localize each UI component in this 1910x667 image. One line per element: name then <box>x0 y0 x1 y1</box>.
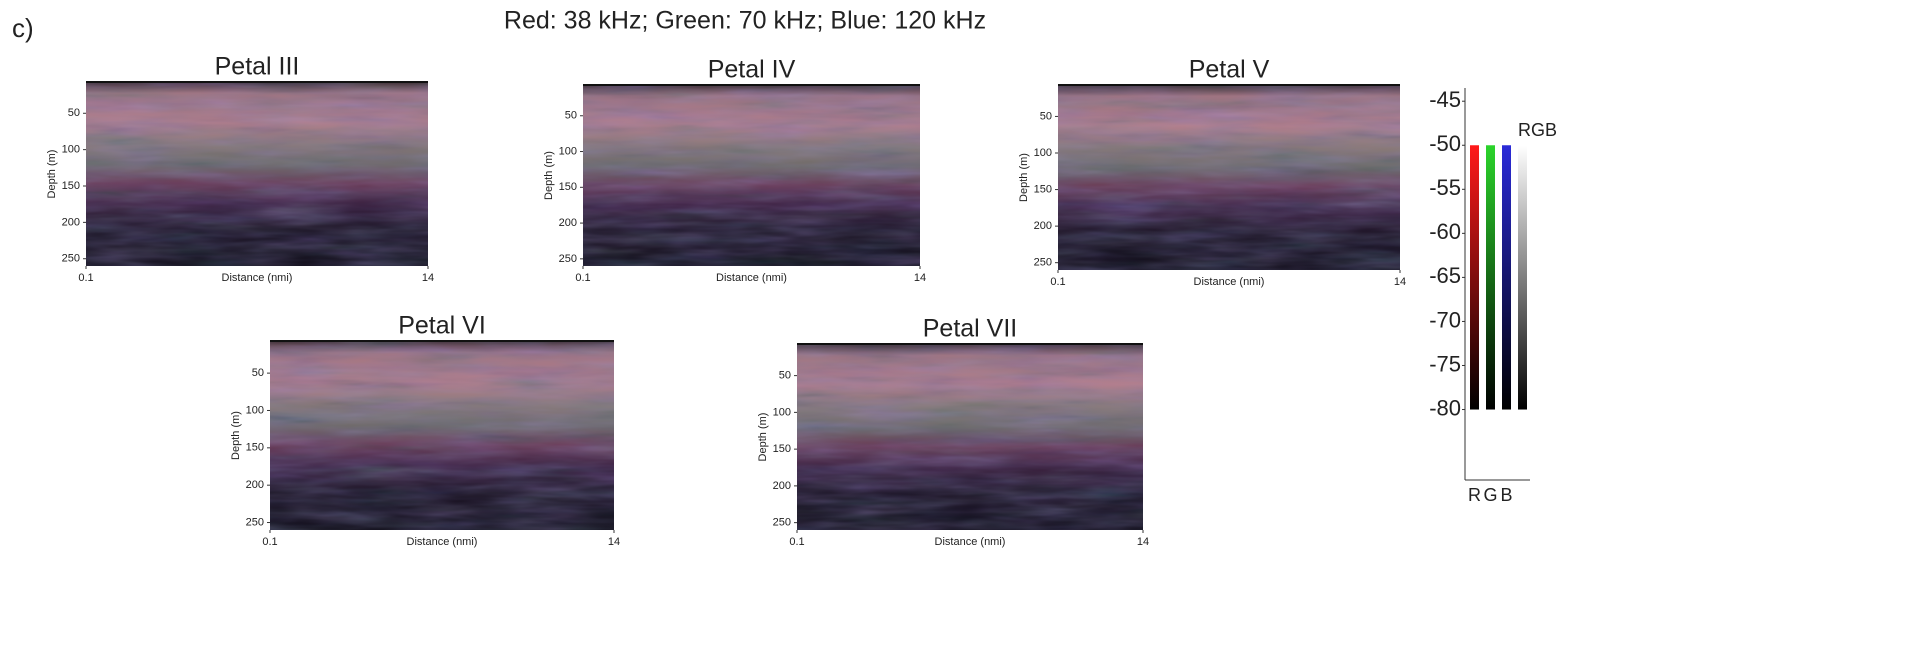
colorbar-bar <box>1502 145 1511 410</box>
y-axis-label: Depth (m) <box>543 151 555 200</box>
x-tick-label: 0.1 <box>575 272 590 284</box>
x-tick-label: 14 <box>1394 276 1406 288</box>
echogram-texture <box>583 85 920 266</box>
y-axis-label: Depth (m) <box>230 411 242 460</box>
x-axis-label: Distance (nmi) <box>1194 276 1265 288</box>
x-tick-label: 0.1 <box>789 536 804 548</box>
y-tick-label: 200 <box>773 480 791 492</box>
x-axis-label: Distance (nmi) <box>222 272 293 284</box>
y-tick-label: 150 <box>1034 183 1052 195</box>
colorbar-tick-label: -80 <box>1429 395 1461 420</box>
y-tick-label: 50 <box>565 110 577 122</box>
x-tick-label: 0.1 <box>1050 276 1065 288</box>
panel-title: Petal IV <box>708 56 796 84</box>
y-axis-label: Depth (m) <box>46 150 58 199</box>
x-axis-label: Distance (nmi) <box>407 536 478 548</box>
panel-title: Petal VII <box>923 315 1018 343</box>
y-axis-label: Depth (m) <box>1018 153 1030 202</box>
echogram-texture <box>797 344 1143 530</box>
y-tick-label: 200 <box>62 216 80 228</box>
y-axis-label: Depth (m) <box>757 413 769 462</box>
panel-title: Petal VI <box>398 312 486 340</box>
x-tick-label: 0.1 <box>262 536 277 548</box>
x-tick-label: 14 <box>608 536 620 548</box>
y-tick-label: 200 <box>246 479 264 491</box>
x-tick-label: 14 <box>1137 536 1149 548</box>
panel-title: Petal V <box>1189 56 1270 84</box>
y-tick-label: 50 <box>68 107 80 119</box>
figure-title: Red: 38 kHz; Green: 70 kHz; Blue: 120 kH… <box>504 7 986 35</box>
y-tick-label: 250 <box>1034 257 1052 269</box>
x-axis-label: Distance (nmi) <box>716 272 787 284</box>
y-tick-label: 150 <box>246 442 264 454</box>
echogram-texture <box>1058 85 1400 270</box>
colorbar-channel-label: R <box>1468 485 1481 505</box>
colorbar-tick-label: -50 <box>1429 131 1461 156</box>
colorbar-channel-label: B <box>1500 485 1512 505</box>
colorbar-bar <box>1470 145 1479 410</box>
colorbar-channel-label: G <box>1483 485 1497 505</box>
colorbar-tick-label: -75 <box>1429 351 1461 376</box>
panel-label: c) <box>12 13 34 43</box>
echogram-texture <box>86 82 428 266</box>
panel-title: Petal III <box>215 53 300 81</box>
y-tick-label: 100 <box>773 406 791 418</box>
y-tick-label: 150 <box>62 180 80 192</box>
y-tick-label: 250 <box>62 253 80 265</box>
colorbar-bar <box>1518 145 1527 410</box>
y-tick-label: 100 <box>62 144 80 156</box>
y-tick-label: 50 <box>779 370 791 382</box>
colorbar-bar <box>1486 145 1495 410</box>
y-tick-label: 100 <box>1034 147 1052 159</box>
colorbar-channel-label: RGB <box>1518 120 1557 140</box>
colorbar-tick-label: -55 <box>1429 175 1461 200</box>
y-tick-label: 150 <box>559 181 577 193</box>
y-tick-label: 250 <box>246 516 264 528</box>
colorbar-tick-label: -45 <box>1429 87 1461 112</box>
y-tick-label: 250 <box>773 517 791 529</box>
x-tick-label: 14 <box>422 272 434 284</box>
y-tick-label: 200 <box>1034 220 1052 232</box>
colorbar-tick-label: -60 <box>1429 219 1461 244</box>
colorbar-tick-label: -70 <box>1429 307 1461 332</box>
x-tick-label: 0.1 <box>78 272 93 284</box>
y-tick-label: 100 <box>559 145 577 157</box>
y-tick-label: 200 <box>559 217 577 229</box>
y-tick-label: 150 <box>773 443 791 455</box>
y-tick-label: 100 <box>246 404 264 416</box>
y-tick-label: 50 <box>1040 110 1052 122</box>
y-tick-label: 50 <box>252 367 264 379</box>
x-tick-label: 14 <box>914 272 926 284</box>
x-axis-label: Distance (nmi) <box>935 536 1006 548</box>
echogram-texture <box>270 341 614 530</box>
colorbar-tick-label: -65 <box>1429 263 1461 288</box>
y-tick-label: 250 <box>559 253 577 265</box>
